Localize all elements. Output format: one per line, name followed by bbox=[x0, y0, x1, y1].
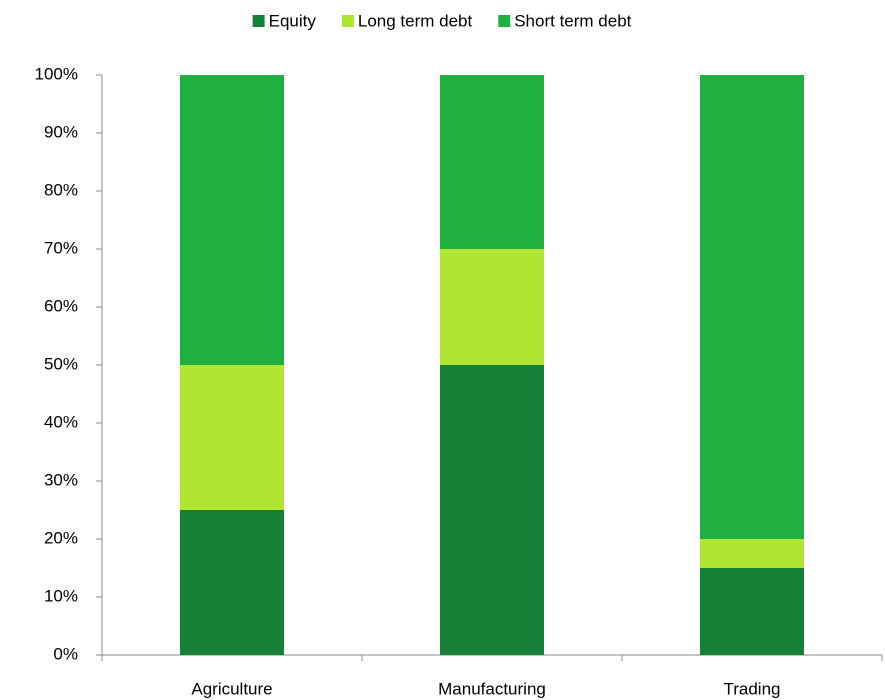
legend-swatch bbox=[341, 15, 354, 27]
bar-segment bbox=[700, 539, 804, 568]
y-tick-label: 0% bbox=[53, 644, 78, 663]
bar-segment bbox=[440, 365, 544, 655]
bar-segment bbox=[700, 75, 804, 539]
y-tick-label: 60% bbox=[44, 296, 78, 315]
y-tick-label: 20% bbox=[44, 528, 78, 547]
bar-segment bbox=[440, 249, 544, 365]
bar-segment bbox=[180, 365, 284, 510]
legend-label: Equity bbox=[269, 11, 317, 30]
y-tick-label: 100% bbox=[35, 64, 78, 83]
bar-segment bbox=[180, 510, 284, 655]
y-tick-label: 10% bbox=[44, 586, 78, 605]
x-tick-label: Manufacturing bbox=[438, 679, 546, 698]
y-tick-label: 80% bbox=[44, 180, 78, 199]
legend-label: Long term debt bbox=[358, 11, 473, 30]
y-tick-label: 30% bbox=[44, 470, 78, 489]
x-tick-label: Trading bbox=[723, 679, 780, 698]
bar-segment bbox=[700, 568, 804, 655]
legend-label: Short term debt bbox=[514, 11, 631, 30]
legend-swatch bbox=[252, 15, 265, 27]
legend-swatch bbox=[498, 15, 511, 27]
y-tick-label: 90% bbox=[44, 122, 78, 141]
y-tick-label: 50% bbox=[44, 354, 78, 373]
y-tick-label: 70% bbox=[44, 238, 78, 257]
y-tick-label: 40% bbox=[44, 412, 78, 431]
x-tick-label: Agriculture bbox=[191, 679, 272, 698]
bar-segment bbox=[440, 75, 544, 249]
bar-segment bbox=[180, 75, 284, 365]
